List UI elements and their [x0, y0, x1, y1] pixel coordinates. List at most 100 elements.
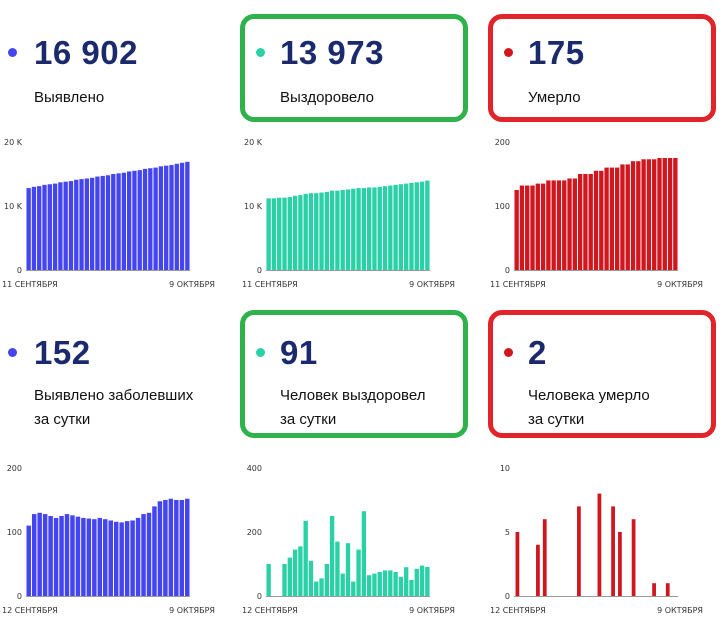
bar — [335, 541, 340, 596]
bar — [372, 187, 377, 270]
bar — [382, 570, 388, 596]
bar — [79, 179, 84, 270]
bar — [298, 546, 303, 596]
bar — [599, 170, 604, 270]
stat-label: Выявлено — [34, 89, 105, 106]
bar — [52, 183, 58, 270]
stat-block: 175 Умерло — [488, 0, 718, 122]
bar — [588, 174, 593, 270]
bar — [74, 179, 79, 270]
bar-chart: 0 100 200 12 СЕНТЯБРЯ 9 ОКТЯБРЯ — [2, 464, 215, 615]
bar — [425, 180, 430, 270]
bar — [657, 158, 662, 270]
bar — [356, 188, 361, 270]
panel-deaths-total: 175 Умерло 0 100 200 11 СЕНТЯБРЯ 9 ОКТЯБРЯ — [488, 0, 718, 300]
bar — [542, 519, 547, 596]
bar — [519, 185, 525, 270]
y-tick-label: 10 K — [4, 202, 23, 211]
y-tick-label: 400 — [247, 464, 262, 473]
bar — [667, 158, 673, 270]
stat-value: 13 973 — [280, 34, 384, 71]
bar — [113, 521, 119, 596]
bar — [100, 175, 105, 270]
bar — [105, 175, 111, 270]
bar — [398, 576, 404, 596]
y-tick-label: 100 — [7, 528, 22, 537]
bar — [625, 164, 630, 270]
bar — [277, 197, 282, 270]
bar — [404, 183, 409, 270]
bar — [185, 498, 190, 596]
stat-block: 2 Человека умерло за сутки — [488, 306, 718, 438]
bar — [631, 519, 636, 596]
bar — [174, 163, 179, 270]
y-tick-label: 200 — [7, 464, 22, 473]
bar — [530, 185, 535, 270]
bar — [63, 181, 68, 270]
bar — [551, 180, 556, 270]
bar — [42, 184, 47, 270]
bar — [366, 187, 372, 270]
bar — [593, 170, 599, 270]
bar — [47, 184, 52, 270]
bar — [179, 500, 185, 596]
bar — [142, 168, 148, 270]
stat-block: 152 Выявлено заболевших за сутки — [0, 306, 230, 428]
stat-block: 13 973 Выздоровело — [240, 0, 470, 122]
stat-label: Человека умерло за сутки — [528, 387, 650, 428]
bar — [409, 580, 414, 596]
bar — [266, 198, 271, 270]
bar — [577, 174, 583, 270]
stat-block: 91 Человек выздоровел за сутки — [240, 306, 470, 438]
bar — [618, 532, 622, 596]
bar — [158, 166, 164, 270]
highlight-frame — [488, 14, 716, 122]
bar-chart: 0 100 200 11 СЕНТЯБРЯ 9 ОКТЯБРЯ — [490, 138, 703, 289]
bar — [119, 522, 124, 596]
bar — [673, 158, 678, 270]
bar — [31, 514, 37, 596]
bar — [95, 176, 100, 270]
y-tick-label: 200 — [495, 138, 510, 147]
bar — [282, 564, 287, 596]
bar — [266, 564, 271, 596]
bar — [153, 167, 158, 270]
bar — [287, 197, 292, 270]
bar — [59, 516, 64, 596]
bar — [26, 188, 31, 270]
legend-dot-icon — [504, 48, 513, 57]
bar — [345, 543, 351, 596]
stat-value: 175 — [528, 34, 585, 71]
y-tick-label: 0 — [505, 592, 510, 601]
bar — [308, 193, 314, 270]
bar — [68, 181, 74, 270]
bar — [393, 572, 398, 596]
stat-block: 16 902 Выявлено — [0, 0, 230, 120]
x-tick-label: 12 СЕНТЯБРЯ — [2, 606, 58, 615]
bar — [287, 557, 292, 596]
bar — [26, 525, 31, 596]
bar — [303, 193, 308, 270]
bar — [126, 171, 132, 270]
bar — [89, 177, 95, 270]
bar — [111, 174, 116, 270]
bar — [137, 170, 142, 270]
bar — [414, 568, 419, 596]
x-tick-label: 11 СЕНТЯБРЯ — [490, 280, 546, 289]
bar — [86, 518, 92, 596]
bar — [58, 182, 63, 270]
bar — [37, 186, 42, 270]
bar — [597, 493, 602, 596]
bar — [141, 514, 146, 596]
y-tick-label: 0 — [505, 266, 510, 275]
x-tick-label: 9 ОКТЯБРЯ — [657, 606, 703, 615]
bar — [609, 167, 615, 270]
bar — [314, 581, 319, 596]
highlight-frame — [240, 310, 468, 438]
bar — [546, 180, 551, 270]
x-tick-label: 12 СЕНТЯБРЯ — [490, 606, 546, 615]
bar — [620, 164, 625, 270]
bar — [665, 583, 670, 596]
bar — [148, 168, 153, 270]
bar — [652, 159, 657, 270]
